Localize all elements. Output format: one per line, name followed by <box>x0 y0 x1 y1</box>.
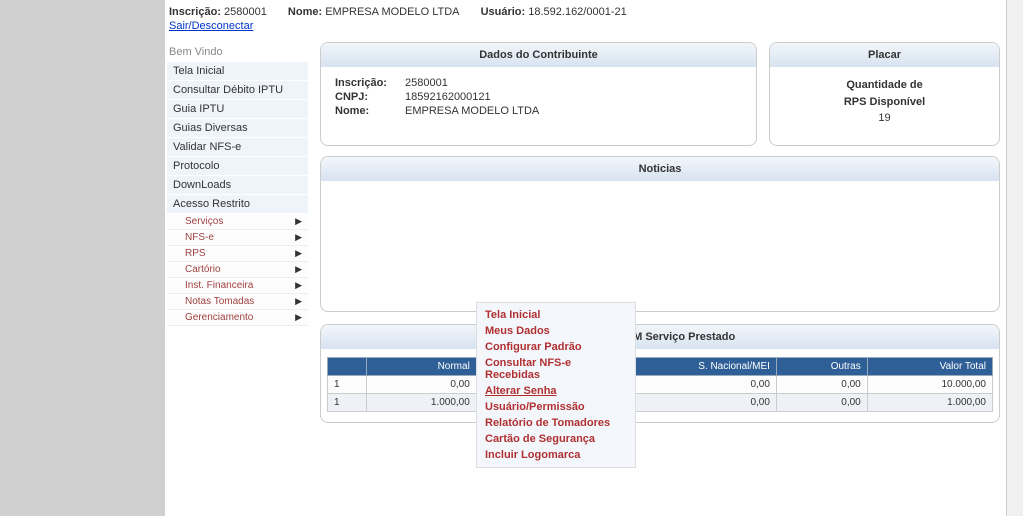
welcome-text: Bem Vindo <box>167 40 308 62</box>
panel-placar-title: Placar <box>770 43 999 67</box>
panel-gerar-dam: Gerar DAM Serviço Prestado Normal Retido… <box>320 324 1000 423</box>
menu-consultar-debito-iptu[interactable]: Consultar Débito IPTU <box>167 81 308 100</box>
menu-validar-nfse[interactable]: Validar NFS-e <box>167 138 308 157</box>
dados-cnpj-label: CNPJ: <box>335 91 405 103</box>
submenu-servicos[interactable]: Serviços ▶ <box>167 214 308 230</box>
logout-link[interactable]: Sair/Desconectar <box>169 20 253 32</box>
dados-nome-value: EMPRESA MODELO LTDA <box>405 105 539 117</box>
menu-guia-iptu[interactable]: Guia IPTU <box>167 100 308 119</box>
header-nome-value: EMPRESA MODELO LTDA <box>325 6 459 18</box>
submenu-label: Serviços <box>185 216 223 227</box>
submenu-label: Cartório <box>185 264 221 275</box>
chevron-right-icon: ▶ <box>295 264 302 275</box>
cell: 1.000,00 <box>867 393 992 411</box>
cell: 0,00 <box>776 375 867 393</box>
ctx-tela-inicial[interactable]: Tela Inicial <box>483 307 629 323</box>
cell: 1 <box>328 375 367 393</box>
submenu: Serviços ▶ NFS-e ▶ RPS ▶ Cartório ▶ Inst. Fi… <box>167 214 308 326</box>
dados-inscricao-value: 2580001 <box>405 77 448 89</box>
ctx-meus-dados[interactable]: Meus Dados <box>483 323 629 339</box>
context-menu-gerenciamento: Tela Inicial Meus Dados Configurar Padrã… <box>476 302 636 468</box>
scrollbar-vertical[interactable] <box>1006 0 1023 516</box>
ctx-relatorio-tomadores[interactable]: Relatório de Tomadores <box>483 415 629 431</box>
submenu-cartorio[interactable]: Cartório ▶ <box>167 262 308 278</box>
menu-tela-inicial[interactable]: Tela Inicial <box>167 62 308 81</box>
menu-downloads[interactable]: DownLoads <box>167 176 308 195</box>
dados-cnpj-value: 18592162000121 <box>405 91 491 103</box>
cell: 1.000,00 <box>367 393 477 411</box>
submenu-label: RPS <box>185 248 206 259</box>
panel-gerar-title: Gerar DAM Serviço Prestado <box>321 325 999 349</box>
col-1: Normal <box>367 357 477 375</box>
dam-table: Normal Retido S. Nacional/MEI Outras Val… <box>327 357 993 412</box>
header-inscricao-label: Inscrição: <box>169 6 221 18</box>
menu-acesso-restrito[interactable]: Acesso Restrito <box>167 195 308 214</box>
ctx-alterar-senha[interactable]: Alterar Senha <box>483 383 629 399</box>
chevron-right-icon: ▶ <box>295 248 302 259</box>
submenu-rps[interactable]: RPS ▶ <box>167 246 308 262</box>
submenu-label: Inst. Financeira <box>185 280 253 291</box>
ctx-consultar-nfse-recebidas[interactable]: Consultar NFS-e Recebidas <box>483 355 629 383</box>
placar-line2: RPS Disponível <box>784 94 985 111</box>
chevron-right-icon: ▶ <box>295 216 302 227</box>
header-usuario-label: Usuário: <box>481 6 526 18</box>
cell: 10.000,00 <box>867 375 992 393</box>
dados-nome-label: Nome: <box>335 105 405 117</box>
ctx-configurar-padrao[interactable]: Configurar Padrão <box>483 339 629 355</box>
cell: 1 <box>328 393 367 411</box>
col-4: Outras <box>776 357 867 375</box>
panel-placar: Placar Quantidade de RPS Disponível 19 <box>769 42 1000 146</box>
header-usuario-value: 18.592.162/0001-21 <box>528 6 626 18</box>
cell: 0,00 <box>367 375 477 393</box>
submenu-nfse[interactable]: NFS-e ▶ <box>167 230 308 246</box>
ctx-usuario-permissao[interactable]: Usuário/Permissão <box>483 399 629 415</box>
menu-protocolo[interactable]: Protocolo <box>167 157 308 176</box>
submenu-gerenciamento[interactable]: Gerenciamento ▶ <box>167 310 308 326</box>
placar-line1: Quantidade de <box>784 77 985 94</box>
panel-dados-contribuinte: Dados do Contribuinte Inscrição:2580001 … <box>320 42 757 146</box>
submenu-label: Notas Tomadas <box>185 296 254 307</box>
submenu-inst-financeira[interactable]: Inst. Financeira ▶ <box>167 278 308 294</box>
ctx-incluir-logomarca[interactable]: Incluir Logomarca <box>483 447 629 463</box>
submenu-notas-tomadas[interactable]: Notas Tomadas ▶ <box>167 294 308 310</box>
chevron-right-icon: ▶ <box>295 296 302 307</box>
placar-qty: 19 <box>784 110 985 127</box>
col-0 <box>328 357 367 375</box>
ctx-cartao-seguranca[interactable]: Cartão de Segurança <box>483 431 629 447</box>
col-5: Valor Total <box>867 357 992 375</box>
chevron-right-icon: ▶ <box>295 232 302 243</box>
sidebar: Bem Vindo Tela Inicial Consultar Débito … <box>165 36 310 326</box>
panel-dados-title: Dados do Contribuinte <box>321 43 756 67</box>
chevron-right-icon: ▶ <box>295 280 302 291</box>
cell: 0,00 <box>776 393 867 411</box>
panel-noticias-title: Noticias <box>321 157 999 181</box>
submenu-label: NFS-e <box>185 232 214 243</box>
panel-noticias: Noticias <box>320 156 1000 312</box>
dados-inscricao-label: Inscrição: <box>335 77 405 89</box>
header-line: Inscrição: 2580001 Nome: EMPRESA MODELO … <box>165 0 1010 20</box>
chevron-right-icon: ▶ <box>295 312 302 323</box>
table-header-row: Normal Retido S. Nacional/MEI Outras Val… <box>328 357 993 375</box>
menu-guias-diversas[interactable]: Guias Diversas <box>167 119 308 138</box>
header-inscricao-value: 2580001 <box>224 6 267 18</box>
table-row[interactable]: 1 1.000,00 0,00 0,00 0,00 1.000,00 <box>328 393 993 411</box>
submenu-label: Gerenciamento <box>185 312 253 323</box>
table-row[interactable]: 1 0,00 10.000,00 0,00 0,00 10.000,00 <box>328 375 993 393</box>
header-nome-label: Nome: <box>288 6 322 18</box>
